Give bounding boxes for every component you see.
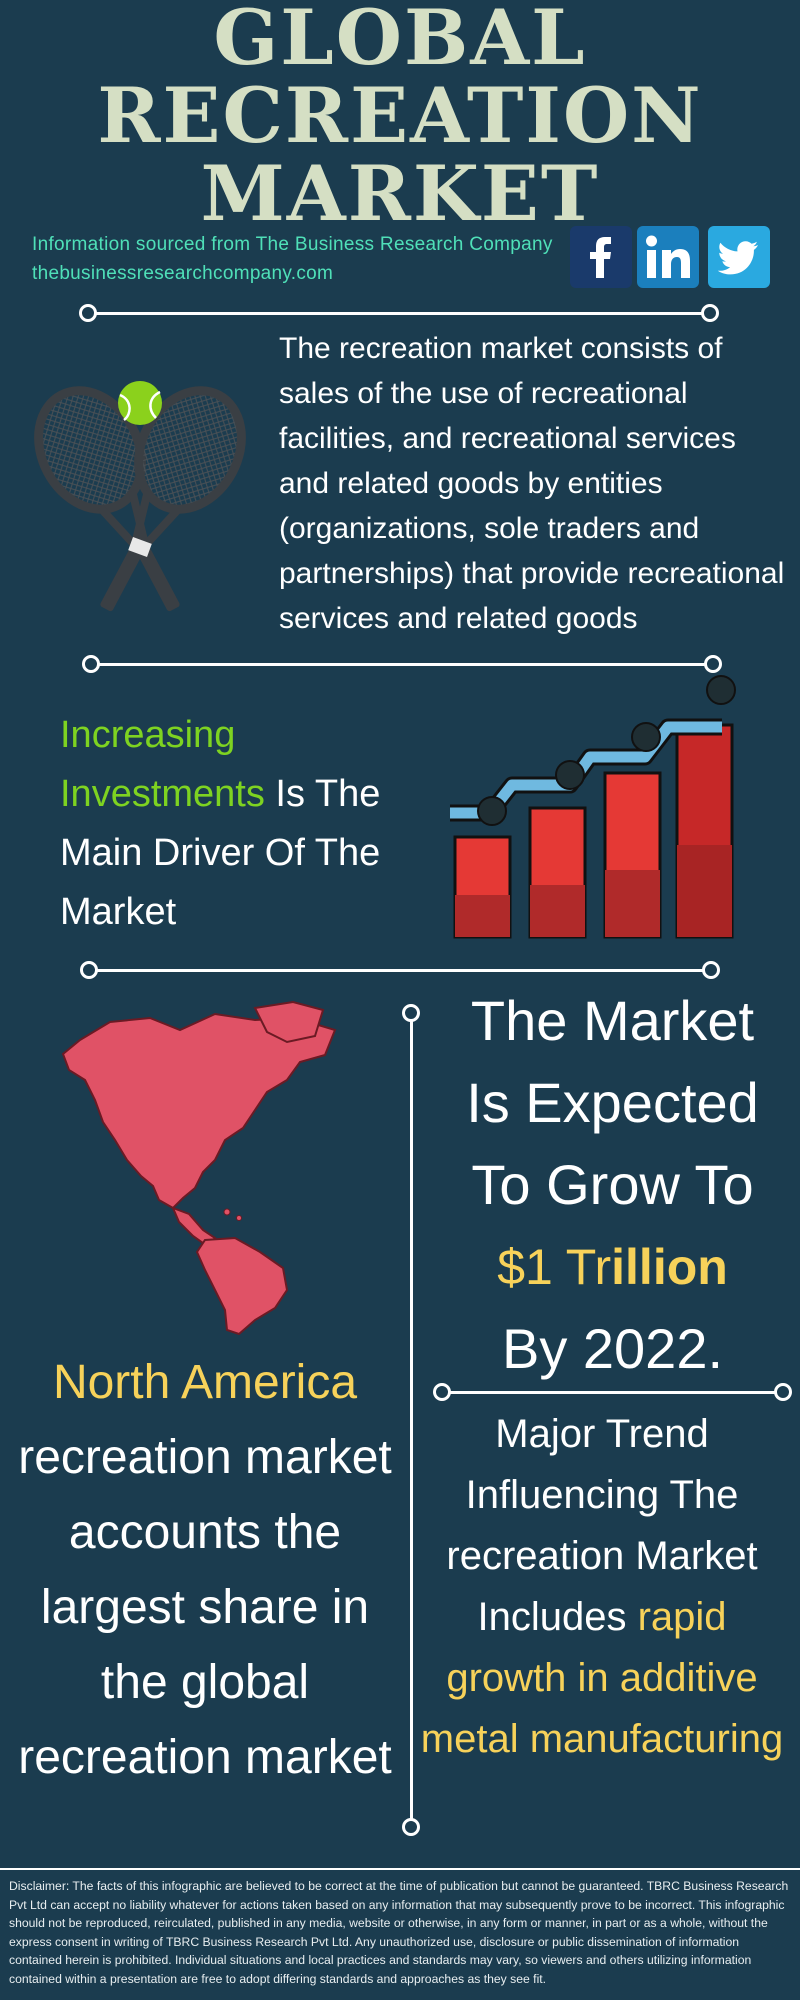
- linkedin-icon[interactable]: [637, 226, 699, 288]
- growth-chart-icon: [440, 675, 740, 940]
- region-highlight: North America: [52, 1356, 358, 1409]
- divider-2: [92, 663, 712, 666]
- vertical-divider: [410, 1011, 413, 1825]
- divider-4: [450, 1391, 782, 1394]
- divider-1-dot-left: [79, 304, 97, 322]
- divider-4-dot-right: [774, 1383, 792, 1401]
- vertical-divider-dot-top: [402, 1004, 420, 1022]
- twitter-icon[interactable]: [708, 226, 770, 288]
- divider-2-dot-right: [704, 655, 722, 673]
- trend-text: Major Trend Influencing The recreation M…: [446, 1412, 758, 1639]
- title-line-2: RECREATION: [97, 71, 703, 160]
- divider-1: [88, 312, 710, 315]
- divider-3: [89, 969, 711, 972]
- region-text: recreation market accounts the largest s…: [18, 1431, 392, 1784]
- tennis-rackets-icon: [20, 370, 260, 630]
- disclaimer-divider: [0, 1868, 800, 1870]
- source-block: Information sourced from The Business Re…: [32, 230, 553, 288]
- market-driver: Increasing Investments Is The Main Drive…: [60, 706, 420, 942]
- region-statement: North America recreation market accounts…: [10, 1345, 400, 1795]
- growth-value: $1 Trillion: [440, 1226, 785, 1308]
- source-info: Information sourced from The Business Re…: [32, 234, 553, 255]
- divider-3-dot-left: [80, 961, 98, 979]
- growth-forecast: The Market Is Expected To Grow To $1 Tri…: [440, 980, 785, 1390]
- title-line-1: GLOBAL: [213, 0, 587, 82]
- facebook-icon[interactable]: [570, 226, 632, 288]
- driver-highlight: Increasing Investments: [60, 714, 265, 815]
- divider-1-dot-right: [701, 304, 719, 322]
- americas-map-icon: [55, 1000, 345, 1336]
- title-line-3: MARKET: [200, 149, 600, 238]
- growth-line-5: By 2022.: [501, 1317, 724, 1380]
- major-trend: Major Trend Influencing The recreation M…: [412, 1404, 792, 1770]
- page-title: GLOBAL RECREATION MARKET: [0, 0, 800, 234]
- vertical-divider-dot-bottom: [402, 1818, 420, 1836]
- market-description: The recreation market consists of sales …: [279, 332, 785, 635]
- driver-text: Is The Main Driver Of The Market: [60, 773, 381, 933]
- growth-line-3: To Grow To: [471, 1153, 754, 1216]
- divider-4-dot-left: [433, 1383, 451, 1401]
- divider-3-dot-right: [702, 961, 720, 979]
- growth-value-suffix: illion: [611, 1239, 728, 1295]
- growth-value-prefix: $1 Tr: [497, 1239, 612, 1295]
- source-website[interactable]: thebusinessresearchcompany.com: [32, 263, 334, 284]
- trend-highlight: rapid growth in additive metal manufactu…: [420, 1595, 784, 1761]
- divider-2-dot-left: [82, 655, 100, 673]
- growth-line-2: Is Expected: [466, 1071, 759, 1134]
- growth-line-1: The Market: [470, 989, 755, 1052]
- disclaimer: Disclaimer: The facts of this infographi…: [9, 1879, 789, 1986]
